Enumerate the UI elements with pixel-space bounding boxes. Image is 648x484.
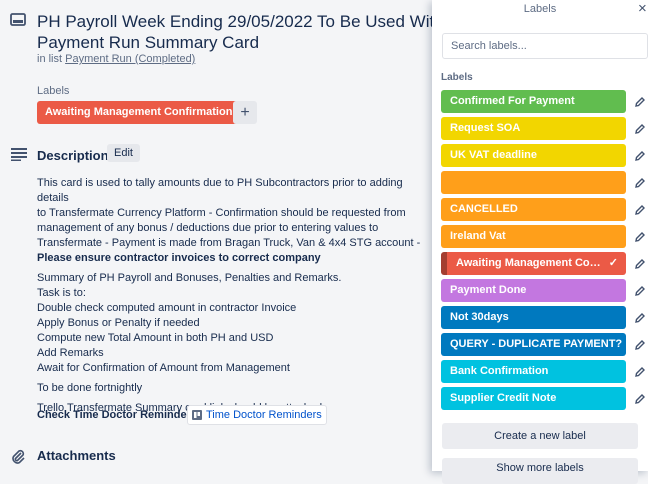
reminder-text: Check Time Doctor Reminders <box>37 409 197 421</box>
edit-icon[interactable] <box>634 150 646 162</box>
label-name[interactable]: QUERY - DUPLICATE PAYMENT? <box>450 338 623 350</box>
description-line: management of any bonus / deductions due… <box>37 222 379 234</box>
search-input[interactable]: Search labels... <box>442 33 648 59</box>
popover-title: Labels <box>523 3 557 15</box>
label-option[interactable]: Ireland Vat <box>441 225 626 248</box>
labels-heading: Labels <box>37 85 70 97</box>
description-line: Apply Bonus or Penalty if needed <box>37 317 200 329</box>
label-name[interactable]: Awaiting Management Confirmation <box>456 257 626 269</box>
label-name[interactable]: Confirmed For Payment <box>450 95 575 107</box>
description-line: Summary of PH Payroll and Bonuses, Penal… <box>37 272 342 284</box>
description-icon <box>11 148 27 161</box>
label-name[interactable]: UK VAT deadline <box>450 149 537 161</box>
attachment-icon <box>12 449 25 464</box>
description-line: Transfermate - Payment is made from Brag… <box>37 237 421 249</box>
edit-icon[interactable] <box>634 312 646 324</box>
paragraph: To be done fortnightly <box>37 381 432 396</box>
label-name[interactable]: Not 30days <box>450 311 509 323</box>
paragraph: Summary of PH Payroll and Bonuses, Penal… <box>37 271 432 376</box>
labels-popover: Labels × Search labels... Labels Create … <box>432 0 648 484</box>
label-option[interactable]: Bank Confirmation <box>441 360 626 383</box>
label-name[interactable]: Bank Confirmation <box>450 365 549 377</box>
description-line: Add Remarks <box>37 347 104 359</box>
description-line: Compute new Total Amount in both PH and … <box>37 332 274 344</box>
check-mark: ✓ <box>608 257 618 269</box>
label-option[interactable]: QUERY - DUPLICATE PAYMENT? <box>441 333 626 356</box>
card-title: PH Payroll Week Ending 29/05/2022 To Be … <box>37 11 482 53</box>
list-link[interactable]: Payment Run (Completed) <box>65 53 196 65</box>
label-option[interactable]: Payment Done <box>441 279 626 302</box>
label-option[interactable] <box>441 171 626 194</box>
label-name[interactable]: Supplier Credit Note <box>450 392 557 404</box>
label-option[interactable]: Not 30days <box>441 306 626 329</box>
label-name[interactable]: Request SOA <box>450 122 521 134</box>
edit-icon[interactable] <box>634 96 646 108</box>
labels-section: Labels <box>441 72 473 83</box>
create-label-button[interactable]: Create a new label <box>442 423 638 449</box>
description-heading: Description <box>37 148 109 163</box>
edit-icon[interactable] <box>634 258 646 270</box>
description-line: This card is used to tally amounts due t… <box>37 177 403 204</box>
paragraph: This card is used to tally amounts due t… <box>37 176 432 266</box>
edit-icon[interactable] <box>634 123 646 135</box>
description: This card is used to tally amounts due t… <box>37 176 432 421</box>
page: PH Payroll Week Ending 29/05/2022 To Be … <box>10 0 648 484</box>
label-name[interactable]: Payment Done <box>450 284 527 296</box>
show-more-button[interactable]: Show more labels <box>442 458 638 484</box>
link-icon <box>192 410 202 420</box>
label-name[interactable]: CANCELLED <box>450 203 518 215</box>
label-name[interactable]: Ireland Vat <box>450 230 506 242</box>
title-line: Payment Run Summary Card <box>37 33 260 52</box>
label-option[interactable]: UK VAT deadline <box>441 144 626 167</box>
reminder-link[interactable]: Time Doctor Reminders <box>187 405 327 425</box>
card-icon <box>10 13 26 26</box>
edit-icon[interactable] <box>634 204 646 216</box>
add-label-button[interactable]: + <box>233 101 257 124</box>
edit-icon[interactable] <box>634 177 646 189</box>
attachments-heading: Attachments <box>37 448 116 463</box>
in-list: in list <box>37 53 63 65</box>
description-line: Await for Confirmation of Amount from Ma… <box>37 362 290 374</box>
label-option[interactable]: Request SOA <box>441 117 626 140</box>
edit-icon[interactable] <box>634 366 646 378</box>
description-line: Task is to: <box>37 287 86 299</box>
label-option[interactable]: Confirmed For Payment <box>441 90 626 113</box>
edit-icon[interactable] <box>634 393 646 405</box>
edit-icon[interactable] <box>634 285 646 297</box>
label-chip[interactable]: Awaiting Management Confirmation <box>37 101 241 124</box>
label-option[interactable]: CANCELLED <box>441 198 626 221</box>
description-line: to Transfermate Currency Platform - Conf… <box>37 207 406 219</box>
reminder-link-text[interactable]: Time Doctor Reminders <box>206 409 322 421</box>
label-option[interactable]: Awaiting Management Confirmation ✓ <box>441 252 626 275</box>
label-option[interactable]: Supplier Credit Note <box>441 387 626 410</box>
description-line: Please ensure contractor invoices to cor… <box>37 252 321 264</box>
list-info: in list Payment Run (Completed) <box>37 53 195 65</box>
description-line: Double check computed amount in contract… <box>37 302 297 314</box>
title-line: PH Payroll Week Ending 29/05/2022 To Be … <box>37 12 483 31</box>
edit-button[interactable]: Edit <box>107 144 140 162</box>
edit-icon[interactable] <box>634 231 646 243</box>
edit-icon[interactable] <box>634 339 646 351</box>
close-button[interactable]: × <box>638 0 647 17</box>
description-line: To be done fortnightly <box>37 382 143 394</box>
